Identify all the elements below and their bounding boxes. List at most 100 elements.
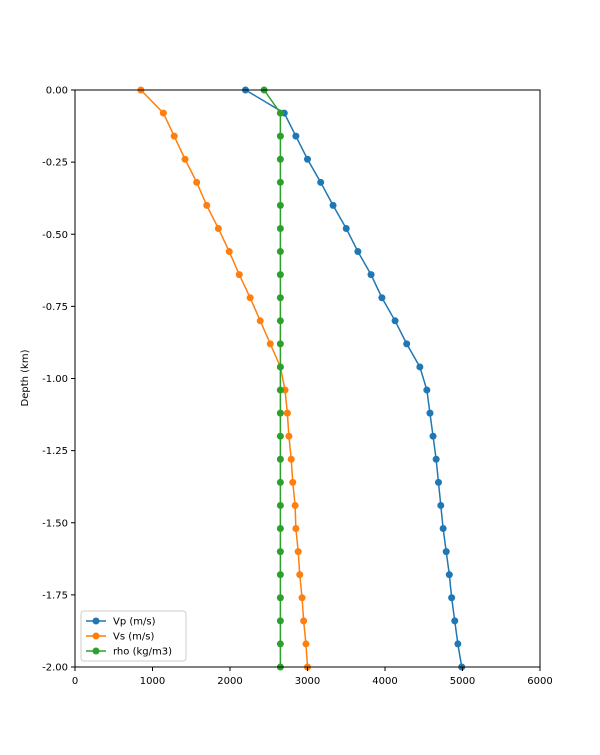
data-point — [276, 640, 284, 648]
legend-label: rho (kg/m3) — [113, 647, 172, 658]
y-tick-label: -0.25 — [42, 158, 68, 169]
data-point — [342, 224, 350, 232]
data-point — [276, 478, 284, 486]
x-tick-label: 2000 — [217, 676, 242, 687]
data-point — [276, 340, 284, 348]
data-point — [246, 294, 254, 302]
data-point — [276, 317, 284, 325]
data-point — [276, 248, 284, 256]
data-point — [276, 432, 284, 440]
data-point — [448, 594, 456, 602]
data-point — [276, 363, 284, 371]
y-tick-label: -0.50 — [42, 230, 68, 241]
data-point — [367, 271, 375, 279]
data-point — [276, 409, 284, 417]
data-point — [276, 109, 284, 117]
data-point — [276, 224, 284, 232]
x-tick-label: 6000 — [527, 676, 552, 687]
data-point — [276, 501, 284, 509]
series-2 — [260, 86, 284, 671]
data-point — [276, 386, 284, 394]
series-line — [263, 89, 282, 667]
data-point — [276, 548, 284, 556]
x-tick-label: 0 — [72, 676, 78, 687]
data-point — [442, 548, 450, 556]
legend: Vp (m/s) Vs (m/s) rho (kg/m3) — [80, 610, 187, 662]
data-point — [439, 525, 447, 533]
data-point — [276, 525, 284, 533]
data-point — [203, 201, 211, 209]
data-point — [298, 594, 306, 602]
x-tick-label: 5000 — [450, 676, 475, 687]
data-point — [276, 594, 284, 602]
data-point — [426, 409, 434, 417]
data-point — [283, 409, 291, 417]
data-point — [292, 525, 300, 533]
y-axis: 0.00 -0.25 -0.50 -0.75 -1.00 -1.25 -1.50 -1.75 -… — [42, 86, 75, 674]
data-point — [329, 201, 337, 209]
data-point — [276, 294, 284, 302]
y-tick-label: 0.00 — [46, 86, 68, 97]
data-point — [214, 224, 222, 232]
legend-label: Vs (m/s) — [113, 632, 154, 643]
data-point — [181, 155, 189, 163]
data-point — [159, 109, 167, 117]
plot-frame — [74, 89, 541, 668]
data-point — [454, 640, 462, 648]
data-point — [304, 155, 311, 163]
series-line — [140, 89, 309, 668]
y-tick-label: -1.50 — [42, 518, 68, 529]
data-point — [289, 478, 297, 486]
data-point — [445, 571, 453, 579]
legend-item: Vp (m/s) — [86, 617, 156, 628]
y-tick-label: -1.00 — [42, 374, 68, 385]
series-0 — [242, 86, 466, 671]
data-point — [276, 617, 284, 625]
data-point — [285, 432, 293, 440]
data-point — [276, 132, 284, 140]
x-tick-label: 1000 — [140, 676, 165, 687]
legend-marker — [92, 617, 100, 625]
data-point — [276, 455, 284, 463]
data-point — [276, 271, 284, 279]
data-point — [225, 248, 233, 256]
series-line — [245, 89, 463, 668]
data-point — [437, 501, 445, 509]
data-point — [451, 617, 459, 625]
x-axis: 0 1000 2000 3000 4000 5000 6000 — [72, 667, 553, 687]
y-tick-label: -0.75 — [42, 302, 68, 313]
y-tick-label: -2.00 — [42, 663, 68, 674]
data-point — [256, 317, 264, 325]
legend-label: Vp (m/s) — [113, 617, 156, 628]
x-tick-label: 3000 — [295, 676, 320, 687]
y-tick-label: -1.25 — [42, 446, 68, 457]
legend-item: rho (kg/m3) — [86, 647, 172, 658]
legend-box — [80, 610, 187, 662]
legend-item: Vs (m/s) — [86, 632, 154, 643]
data-point — [287, 455, 295, 463]
legend-marker — [92, 632, 100, 640]
data-point — [296, 571, 304, 579]
data-point — [302, 640, 310, 648]
series-layer — [137, 86, 466, 671]
data-point — [354, 248, 362, 256]
x-tick-label: 4000 — [372, 676, 397, 687]
data-point — [434, 478, 442, 486]
data-point — [300, 617, 308, 625]
series-1 — [137, 86, 311, 671]
data-point — [403, 340, 411, 348]
data-point — [317, 178, 325, 186]
data-point — [294, 548, 302, 556]
data-point — [276, 178, 284, 186]
data-point — [170, 132, 178, 140]
data-point — [276, 571, 284, 579]
data-point — [291, 501, 299, 509]
data-point — [416, 363, 424, 371]
data-point — [276, 201, 284, 209]
y-tick-label: -1.75 — [42, 590, 68, 601]
legend-marker — [92, 647, 100, 655]
data-point — [432, 455, 440, 463]
data-point — [292, 132, 300, 140]
